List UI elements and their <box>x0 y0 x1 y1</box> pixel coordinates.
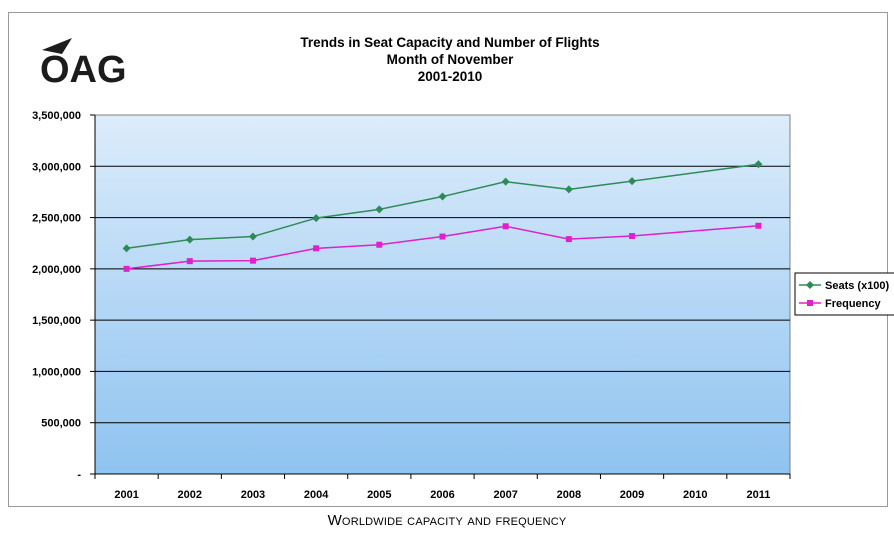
data-point <box>565 236 572 243</box>
figure-caption: Worldwide capacity and frequency <box>327 512 567 529</box>
chart-subtitle-1: Month of November <box>386 52 514 67</box>
x-tick-label: 2010 <box>683 489 707 501</box>
x-tick-label: 2004 <box>304 489 329 501</box>
data-point <box>249 257 256 264</box>
x-tick-label: 2008 <box>557 489 581 501</box>
logo-text: OAG <box>40 49 127 86</box>
data-point <box>438 192 447 201</box>
y-tick-label: - <box>77 469 81 481</box>
y-tick-label: 3,000,000 <box>32 161 81 173</box>
legend-label: Seats (x100) <box>825 280 890 292</box>
data-point <box>185 235 194 244</box>
data-point <box>248 232 257 241</box>
data-point <box>564 185 573 194</box>
series-seats-x100 <box>122 160 763 253</box>
plot-area <box>94 114 791 475</box>
series-line <box>126 163 759 250</box>
x-tick-label: 2002 <box>178 489 202 501</box>
x-tick-label: 2009 <box>620 489 644 501</box>
data-point <box>122 244 131 253</box>
series-group <box>122 160 763 272</box>
legend-box <box>794 272 894 316</box>
x-axis: 2001 2002 2003 2004 2005 2006 2007 2008 2009 2010… <box>94 473 791 501</box>
x-tick-label: 2007 <box>493 489 517 501</box>
data-point <box>628 177 637 186</box>
series-frequency <box>123 222 762 272</box>
y-tick-label: 3,500,000 <box>32 110 81 122</box>
data-point <box>629 233 636 240</box>
legend-marker <box>807 300 813 306</box>
legend-marker <box>806 281 814 289</box>
oag-logo: OAG <box>38 36 158 86</box>
data-point <box>375 205 384 214</box>
chart-subtitle-2: 2001-2010 <box>417 69 483 84</box>
data-point <box>376 241 383 248</box>
line-chart: - 500,000 1,000,000 1,500,000 2,000,000 2,500… <box>32 110 894 501</box>
x-tick-label: 2005 <box>367 489 391 501</box>
y-tick-label: 1,500,000 <box>32 315 81 327</box>
x-tick-label: 2006 <box>430 489 454 501</box>
oag-logo-mark: OAG <box>40 38 127 86</box>
x-tick-label: 2011 <box>746 489 770 501</box>
data-point <box>501 177 510 186</box>
chart-title: Trends in Seat Capacity and Number of Fl… <box>300 35 600 50</box>
y-axis: - 500,000 1,000,000 1,500,000 2,000,000 2,500… <box>32 110 96 481</box>
data-point <box>439 233 446 240</box>
data-point <box>502 223 509 230</box>
y-tick-label: 1,000,000 <box>32 366 81 378</box>
data-point <box>754 160 763 169</box>
data-point <box>123 265 130 272</box>
data-point <box>312 214 321 223</box>
data-point <box>755 222 762 229</box>
data-point <box>313 245 320 252</box>
y-tick-label: 2,000,000 <box>32 264 81 276</box>
data-point <box>186 258 193 265</box>
x-tick-label: 2003 <box>241 489 265 501</box>
legend: Seats (x100) Frequency <box>794 272 894 316</box>
gridlines <box>95 165 790 424</box>
x-tick-label: 2001 <box>114 489 138 501</box>
y-tick-label: 500,000 <box>41 418 81 430</box>
y-tick-label: 2,500,000 <box>32 213 81 225</box>
legend-label: Frequency <box>825 298 882 310</box>
chart-titles: Trends in Seat Capacity and Number of Fl… <box>240 34 660 85</box>
series-line <box>126 225 759 270</box>
